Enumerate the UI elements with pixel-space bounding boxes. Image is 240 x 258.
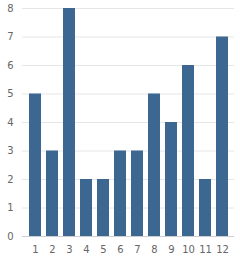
- svg-text:4: 4: [83, 244, 89, 255]
- svg-text:2: 2: [7, 174, 13, 185]
- svg-text:8: 8: [7, 3, 13, 14]
- svg-text:5: 5: [100, 244, 106, 255]
- svg-text:7: 7: [7, 31, 13, 42]
- svg-text:8: 8: [151, 244, 157, 255]
- svg-text:12: 12: [216, 244, 229, 255]
- svg-text:3: 3: [66, 244, 72, 255]
- svg-text:2: 2: [49, 244, 55, 255]
- svg-text:6: 6: [117, 244, 123, 255]
- svg-text:9: 9: [168, 244, 174, 255]
- svg-text:11: 11: [199, 244, 212, 255]
- svg-text:1: 1: [32, 244, 38, 255]
- svg-text:3: 3: [7, 145, 13, 156]
- svg-text:0: 0: [7, 231, 13, 242]
- svg-text:5: 5: [7, 88, 13, 99]
- svg-text:6: 6: [7, 60, 13, 71]
- svg-text:10: 10: [182, 244, 195, 255]
- svg-text:7: 7: [134, 244, 140, 255]
- svg-text:1: 1: [7, 202, 13, 213]
- svg-text:4: 4: [7, 117, 13, 128]
